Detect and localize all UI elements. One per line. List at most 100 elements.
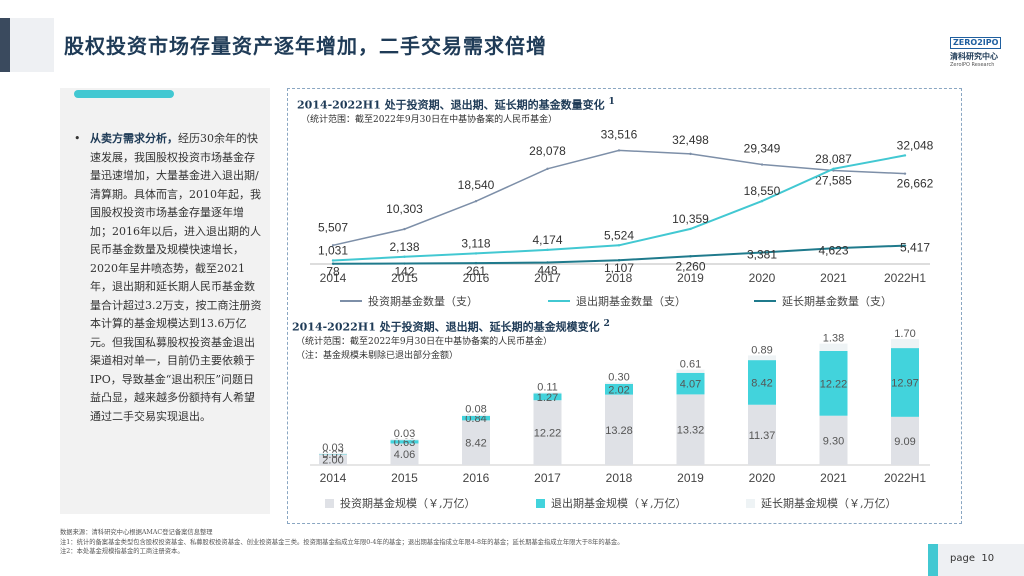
line-data-label: 10,303 bbox=[386, 202, 423, 216]
bar-x-tick: 2015 bbox=[391, 471, 418, 485]
bar-data-label: 9.30 bbox=[823, 435, 844, 447]
bar-data-label: 0.11 bbox=[537, 381, 558, 393]
chart2-title: 2014-2022H1 处于投资期、退出期、延长期的基金规模变化 2 bbox=[292, 318, 610, 334]
bar-data-label: 1.38 bbox=[823, 333, 844, 345]
bullet: • bbox=[74, 132, 81, 145]
line-legend-1: 投资期基金数量（支） bbox=[340, 293, 478, 309]
bar-segment-1 bbox=[676, 394, 705, 465]
line-point bbox=[760, 163, 764, 166]
line-legend-2: 退出期基金数量（支） bbox=[548, 293, 686, 309]
bar-x-tick: 2022H1 bbox=[884, 471, 926, 485]
bar-segment-2 bbox=[891, 348, 919, 417]
bar-data-label: 12.97 bbox=[891, 377, 919, 389]
bar-segment-1 bbox=[819, 415, 848, 465]
bar-x-tick: 2016 bbox=[463, 471, 490, 485]
bar-data-label: 0.89 bbox=[751, 344, 772, 356]
line-point bbox=[474, 261, 478, 265]
bar-x-tick: 2017 bbox=[534, 471, 561, 485]
line-data-label: 10,359 bbox=[672, 212, 709, 226]
chart1-note-marker: 1 bbox=[608, 96, 615, 107]
line-point bbox=[832, 167, 835, 171]
line-data-label: 5,507 bbox=[318, 220, 348, 234]
line-data-label: 2,260 bbox=[675, 259, 705, 273]
bar-segment-1 bbox=[748, 404, 776, 465]
line-chart: 2014 2015 2016 2017 2018 2019 2020 2021 2022H1 5,… bbox=[310, 127, 934, 285]
line-data-label: 4,174 bbox=[532, 233, 562, 247]
bar-data-label: 12.22 bbox=[534, 428, 562, 440]
page-tag: page 10 bbox=[928, 544, 1024, 576]
bar-data-label: 2.02 bbox=[608, 384, 629, 396]
line-data-label: 33,516 bbox=[601, 127, 638, 141]
bar-data-label: 12.22 bbox=[820, 378, 848, 390]
bar-data-label: 0.61 bbox=[680, 359, 701, 371]
line-point bbox=[903, 244, 907, 247]
bar-data-label: 0.30 bbox=[608, 371, 629, 383]
line-point bbox=[617, 259, 621, 262]
line-point bbox=[903, 172, 907, 175]
bar-data-label: 1.70 bbox=[894, 328, 915, 340]
bar-data-label: 4.07 bbox=[680, 379, 701, 391]
line-data-label: 27,585 bbox=[815, 174, 852, 188]
line-point bbox=[331, 262, 335, 265]
line-point bbox=[689, 227, 692, 231]
line-data-label: 32,498 bbox=[672, 133, 709, 147]
line-x-tick: 2014 bbox=[320, 271, 347, 285]
bar-segment-1 bbox=[533, 400, 562, 465]
bar-data-label: 0.03 bbox=[322, 442, 343, 454]
bar-data-label: 13.28 bbox=[605, 425, 633, 437]
line-x-tick: 2015 bbox=[391, 271, 418, 285]
line-point bbox=[689, 152, 692, 156]
footnote-source: 数据来源：清科研究中心根据AMAC登记备案信息整理 bbox=[60, 529, 213, 536]
bar-data-label: 0.08 bbox=[465, 404, 486, 416]
line-data-label: 78 bbox=[326, 265, 340, 279]
page-tag-accent bbox=[928, 544, 938, 576]
bar-data-label: 0.03 bbox=[394, 428, 415, 440]
bar-x-tick: 2018 bbox=[606, 471, 633, 485]
bar-segment-2 bbox=[605, 383, 633, 395]
footnote-2: 注2：本处基金规模指基金的工商注册资本。 bbox=[60, 548, 184, 555]
line-point bbox=[474, 252, 478, 255]
bar-segment-2 bbox=[462, 415, 490, 421]
page-number: page 10 bbox=[950, 553, 995, 564]
bar-legend-2: 退出期基金规模（￥,万亿） bbox=[536, 495, 687, 511]
line-x-tick: 2016 bbox=[463, 271, 490, 285]
bar-segment-3 bbox=[462, 414, 490, 416]
bar-data-label: 0.84 bbox=[465, 413, 486, 425]
side-text-lead: 从卖方需求分析， bbox=[90, 132, 178, 145]
line-data-label: 5,417 bbox=[900, 241, 930, 255]
line-data-label: 28,078 bbox=[529, 144, 566, 158]
title-accent-bar bbox=[0, 18, 10, 72]
bar-data-label: 8.42 bbox=[465, 438, 486, 450]
line-x-tick: 2022H1 bbox=[884, 271, 926, 285]
line-data-label: 142 bbox=[394, 265, 414, 279]
line-data-label: 448 bbox=[537, 263, 557, 277]
line-data-label: 4,623 bbox=[818, 243, 848, 257]
footnote-1: 注1：统计的备案基金类型包含股权投资基金、私募股权投资基金、创业投资基金三类。投… bbox=[60, 538, 624, 546]
line-point bbox=[546, 248, 549, 252]
bar-segment-3 bbox=[533, 392, 562, 394]
chart2-note-marker: 2 bbox=[603, 318, 610, 329]
bar-segment-1 bbox=[319, 454, 347, 465]
bar-segment-1 bbox=[462, 420, 490, 465]
line-point bbox=[617, 244, 621, 247]
line-point bbox=[474, 199, 478, 203]
chart2-subtitle2: （注：基金规模未剔除已退出部分金额） bbox=[296, 351, 459, 361]
bar-data-label: 2.00 bbox=[322, 455, 343, 467]
side-text-body: 经历30余年的快速发展，我国股权投资市场基金存量迅速增加，大量基金进入退出期/清… bbox=[90, 132, 262, 423]
line-x-tick: 2021 bbox=[820, 271, 847, 285]
bar-x-tick: 2020 bbox=[749, 471, 776, 485]
side-panel-pill bbox=[74, 90, 174, 98]
line-x-tick: 2018 bbox=[606, 271, 633, 285]
line-data-label: 261 bbox=[466, 264, 486, 278]
page-title: 股权投资市场存量资产逐年增加，二手交易需求倍增 bbox=[64, 34, 547, 58]
side-text: • 从卖方需求分析，经历30余年的快速发展，我国股权投资市场基金存量迅速增加，大… bbox=[74, 130, 262, 426]
line-point bbox=[832, 247, 835, 250]
bar-data-label: 13.32 bbox=[677, 425, 705, 437]
bar-segment-1 bbox=[891, 416, 919, 465]
bar-segment-2 bbox=[676, 372, 705, 395]
bar-legend-1: 投资期基金规模（￥,万亿） bbox=[325, 495, 476, 511]
bar-data-label: 1.27 bbox=[537, 392, 558, 404]
line-point bbox=[403, 262, 406, 265]
line-point bbox=[331, 244, 335, 247]
bar-segment-3 bbox=[819, 343, 848, 351]
